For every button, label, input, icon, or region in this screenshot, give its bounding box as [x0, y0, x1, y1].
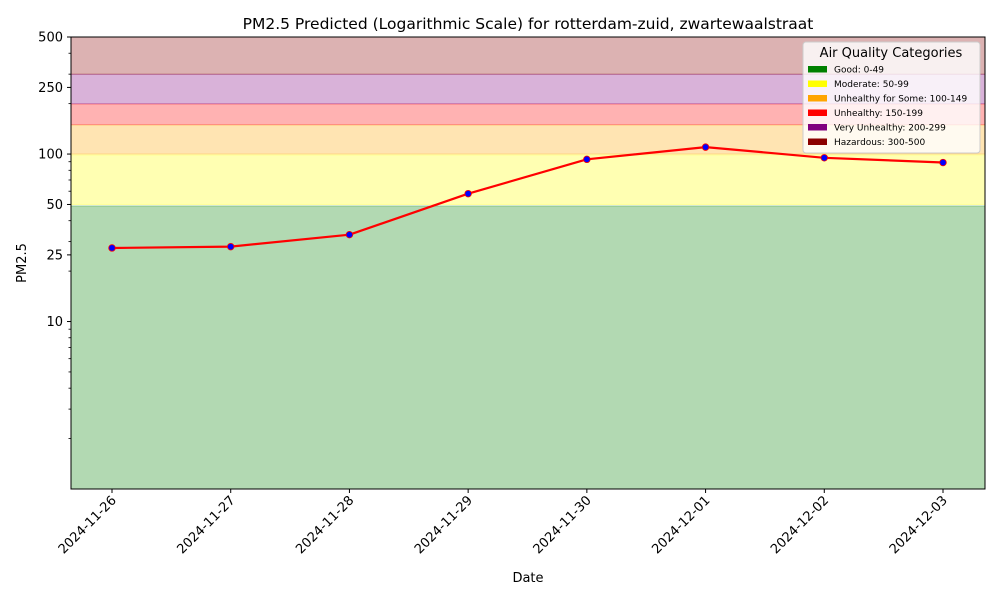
legend-label: Moderate: 50-99 — [834, 80, 909, 90]
data-point — [227, 242, 235, 251]
legend-box — [802, 41, 981, 154]
y-axis-label: PM2.5 — [15, 243, 30, 283]
data-point — [701, 143, 710, 151]
x-tick-label: 2024-11-27 — [175, 493, 239, 557]
x-tick-label: 2024-11-26 — [56, 493, 120, 557]
data-point — [464, 189, 472, 198]
x-tick-label: 2024-12-02 — [768, 493, 832, 557]
y-tick-label: 500 — [38, 31, 63, 46]
x-tick-label: 2024-11-29 — [412, 493, 476, 557]
x-tick-label: 2024-11-30 — [531, 493, 595, 557]
legend-title: Air Quality Categories — [820, 46, 963, 61]
x-tick-label: 2024-12-01 — [649, 493, 713, 557]
x-tick-label: 2024-12-03 — [887, 493, 951, 557]
data-point — [939, 158, 947, 167]
plot-frame — [70, 36, 986, 490]
legend-swatch — [808, 95, 827, 102]
y-tick-label: 100 — [38, 148, 63, 163]
data-point — [108, 244, 116, 252]
y-tick-label: 25 — [46, 248, 63, 263]
x-axis-label: Date — [512, 571, 543, 586]
legend-label: Unhealthy: 150-199 — [834, 109, 923, 119]
legend-swatch — [808, 138, 827, 145]
legend-swatch — [808, 80, 827, 87]
series-layer — [108, 143, 947, 252]
data-point — [820, 154, 828, 162]
legend-label: Very Unhealthy: 200-299 — [834, 124, 946, 134]
legend-swatch — [808, 109, 827, 116]
y-tick-label: 250 — [38, 81, 63, 96]
y-tick-label: 50 — [46, 198, 63, 213]
legend-label: Hazardous: 300-500 — [834, 138, 925, 148]
legend-label: Good: 0-49 — [834, 66, 884, 76]
x-axis-ticks: 2024-11-26 2024-11-27 2024-11-28 2024-11-29… — [56, 489, 951, 557]
legend: Air Quality Categories Good: 0-49 Moderat… — [802, 41, 981, 154]
legend-label: Unhealthy for Some: 100-149 — [834, 95, 967, 105]
band-1 — [70, 154, 986, 205]
chart-title: PM2.5 Predicted (Logarithmic Scale) for … — [243, 15, 814, 33]
data-point — [345, 230, 354, 239]
band-0 — [70, 205, 986, 490]
y-tick-label: 10 — [46, 315, 63, 330]
legend-swatch — [808, 124, 827, 131]
y-axis-ticks: 10 25 50 100 250 500 — [38, 31, 71, 330]
series-line — [111, 146, 944, 250]
legend-swatch — [808, 66, 827, 73]
x-tick-label: 2024-11-28 — [293, 493, 357, 557]
data-point — [583, 155, 591, 164]
legend-entries: Good: 0-49 Moderate: 50-99 Unhealthy for S… — [808, 66, 967, 148]
